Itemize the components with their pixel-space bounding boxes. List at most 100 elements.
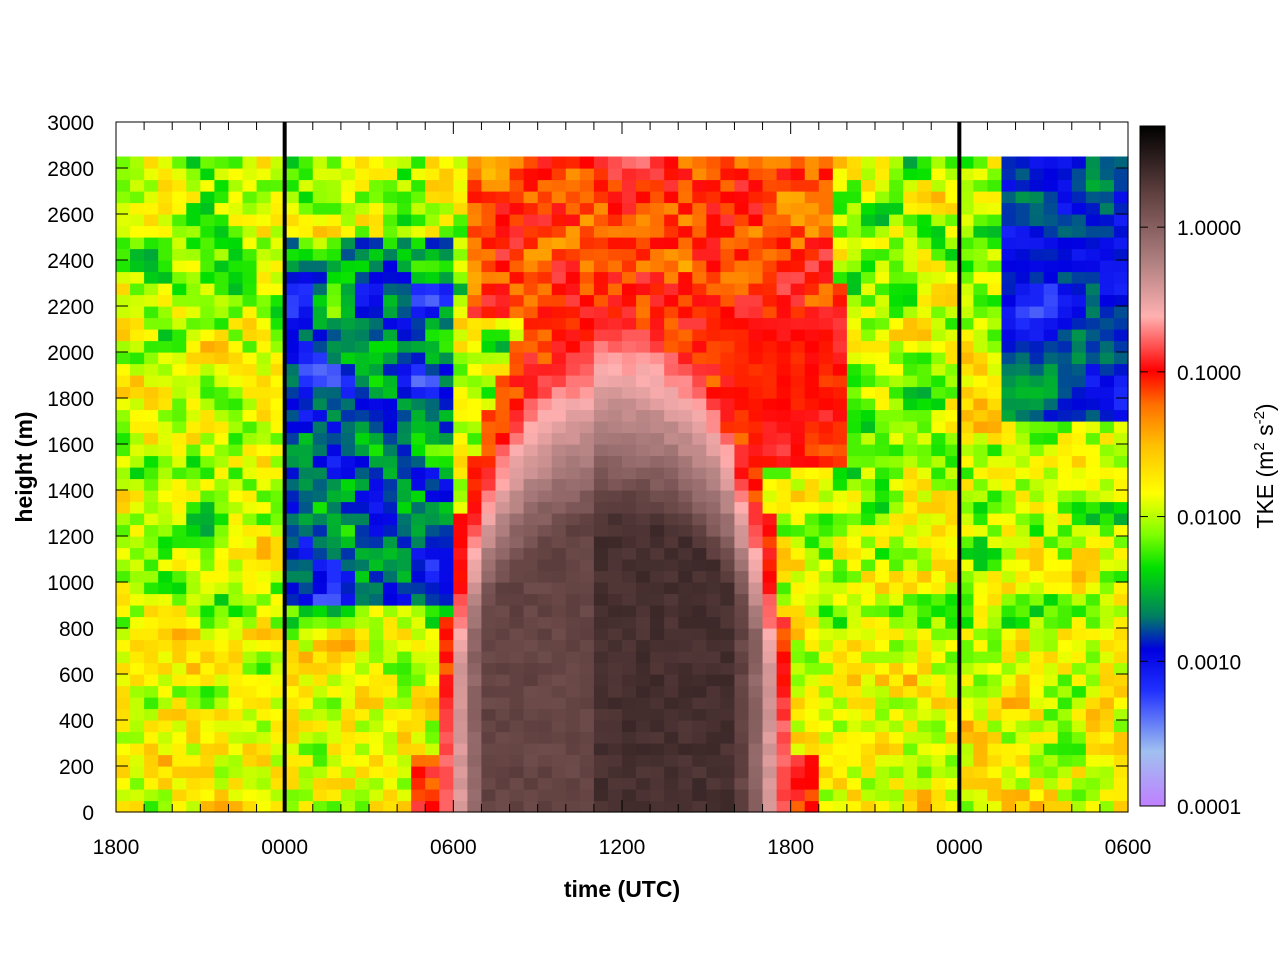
- heatmap-cell: [1001, 306, 1017, 319]
- heatmap-cell: [973, 789, 989, 802]
- heatmap-cell: [1043, 582, 1059, 595]
- heatmap-cell: [439, 766, 454, 779]
- heatmap-cell: [973, 168, 989, 181]
- heatmap-cell: [636, 490, 651, 503]
- heatmap-cell: [397, 294, 412, 307]
- heatmap-cell: [186, 202, 201, 215]
- heatmap-cell: [411, 582, 426, 595]
- heatmap-cell: [495, 697, 511, 710]
- heatmap-cell: [369, 570, 384, 583]
- heatmap-cell: [1071, 225, 1087, 238]
- heatmap-cell: [1071, 513, 1087, 526]
- heatmap-cell: [945, 306, 960, 319]
- heatmap-cell: [565, 777, 581, 790]
- heatmap-cell: [1071, 754, 1087, 767]
- heatmap-cell: [804, 524, 820, 537]
- heatmap-cell: [917, 375, 932, 388]
- heatmap-cell: [636, 168, 651, 181]
- heatmap-cell: [397, 375, 412, 388]
- heatmap-cell: [242, 340, 258, 353]
- heatmap-cell: [776, 731, 792, 744]
- heatmap-cell: [158, 570, 173, 583]
- heatmap-cell: [720, 317, 736, 330]
- heatmap-cell: [860, 168, 876, 181]
- heatmap-cell: [228, 467, 244, 480]
- heatmap-cell: [439, 444, 454, 457]
- heatmap-cell: [678, 501, 693, 514]
- heatmap-cell: [776, 616, 792, 629]
- heatmap-cell: [579, 202, 595, 215]
- heatmap-cell: [720, 570, 736, 583]
- heatmap-cell: [1099, 179, 1115, 192]
- heatmap-cell: [425, 720, 440, 733]
- heatmap-cell: [692, 536, 707, 549]
- heatmap-cell: [622, 570, 637, 583]
- heatmap-cell: [565, 743, 581, 756]
- heatmap-cell: [439, 639, 454, 652]
- heatmap-cell: [551, 777, 567, 790]
- heatmap-cell: [1043, 225, 1059, 238]
- heatmap-cell: [1043, 329, 1059, 342]
- heatmap-cell: [875, 375, 890, 388]
- heatmap-cell: [1001, 651, 1017, 664]
- heatmap-cell: [242, 283, 258, 296]
- heatmap-cell: [959, 628, 974, 641]
- heatmap-cell: [1071, 547, 1087, 560]
- heatmap-cell: [354, 639, 370, 652]
- heatmap-cell: [945, 524, 960, 537]
- heatmap-cell: [748, 225, 764, 238]
- heatmap-cell: [1029, 363, 1045, 376]
- heatmap-cell: [790, 432, 806, 445]
- heatmap-cell: [439, 432, 454, 445]
- heatmap-cell: [326, 168, 342, 181]
- heatmap-cell: [495, 501, 511, 514]
- heatmap-cell: [734, 444, 750, 457]
- heatmap-cell: [369, 593, 384, 606]
- heatmap-cell: [636, 593, 651, 606]
- heatmap-cell: [453, 536, 468, 549]
- heatmap-cell: [818, 547, 834, 560]
- heatmap-cell: [720, 490, 736, 503]
- heatmap-cell: [1015, 720, 1031, 733]
- heatmap-cell: [678, 524, 693, 537]
- heatmap-cell: [242, 628, 258, 641]
- heatmap-cell: [228, 363, 244, 376]
- heatmap-cell: [439, 363, 454, 376]
- heatmap-cell: [875, 789, 890, 802]
- heatmap-cell: [242, 248, 258, 261]
- heatmap-cell: [607, 800, 623, 813]
- heatmap-cell: [242, 570, 258, 583]
- heatmap-cell: [622, 777, 637, 790]
- heatmap-cell: [1015, 674, 1031, 687]
- heatmap-cell: [734, 248, 750, 261]
- heatmap-cell: [1015, 340, 1031, 353]
- heatmap-cell: [1113, 283, 1129, 296]
- heatmap-cell: [509, 628, 525, 641]
- heatmap-cell: [720, 421, 736, 434]
- heatmap-cell: [945, 432, 960, 445]
- heatmap-cell: [284, 386, 300, 399]
- heatmap-cell: [917, 352, 932, 365]
- heatmap-cell: [917, 421, 932, 434]
- heatmap-cell: [650, 363, 665, 376]
- heatmap-cell: [636, 536, 651, 549]
- heatmap-cell: [242, 536, 258, 549]
- heatmap-cell: [186, 317, 201, 330]
- heatmap-cell: [804, 237, 820, 250]
- heatmap-cell: [804, 593, 820, 606]
- heatmap-cell: [593, 800, 609, 813]
- heatmap-cell: [776, 777, 792, 790]
- heatmap-cell: [1099, 766, 1115, 779]
- heatmap-cell: [130, 513, 145, 526]
- heatmap-cell: [200, 329, 215, 342]
- heatmap-cell: [397, 168, 412, 181]
- heatmap-cell: [340, 800, 356, 813]
- heatmap-cell: [467, 651, 483, 664]
- heatmap-cell: [931, 191, 946, 204]
- heatmap-cell: [214, 386, 230, 399]
- heatmap-cell: [383, 214, 398, 227]
- heatmap-cell: [987, 467, 1003, 480]
- heatmap-cell: [481, 455, 497, 468]
- heatmap-cell: [256, 375, 272, 388]
- heatmap-cell: [1099, 202, 1115, 215]
